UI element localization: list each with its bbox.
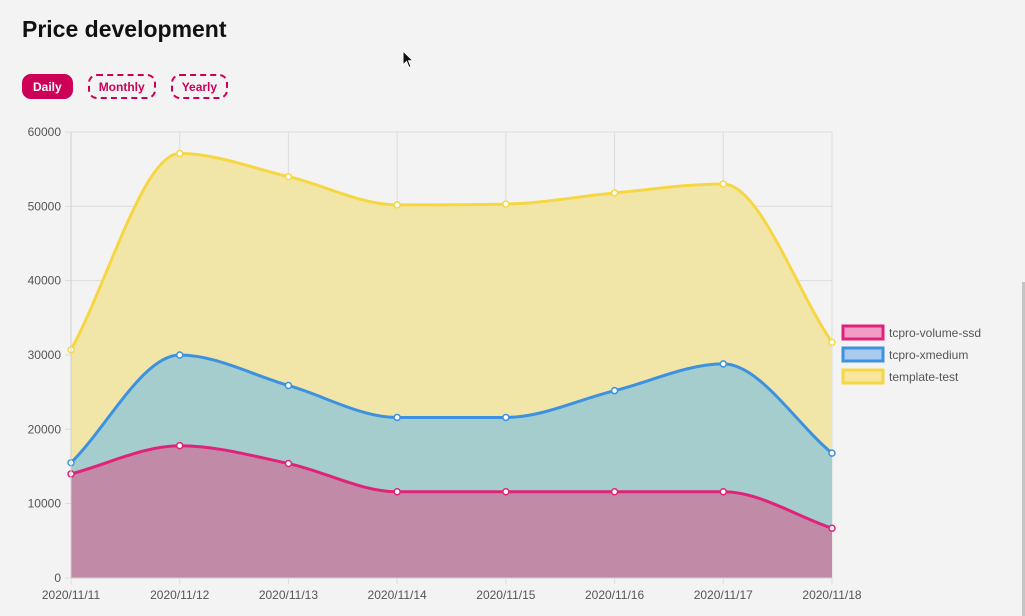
legend-swatch-tcpro-volume-ssd [841,324,885,341]
daily-button[interactable]: Daily [22,74,73,99]
y-tick-label: 0 [54,571,61,585]
mouse-cursor-icon [402,50,415,69]
y-tick-label: 60000 [28,125,62,139]
data-point-template-test [502,200,510,208]
data-point-template-test [393,201,401,209]
legend-label: tcpro-volume-ssd [889,326,981,340]
data-point-tcpro-xmedium [719,360,728,368]
data-point-tcpro-volume-ssd [284,459,293,468]
x-tick-label: 2020/11/12 [150,588,209,602]
data-point-tcpro-xmedium [610,386,619,395]
series-line-tcpro-volume-ssd [70,444,833,530]
x-tick-label: 2020/11/11 [42,588,101,602]
data-point-template-test [828,338,836,347]
data-point-tcpro-xmedium [828,449,836,457]
data-point-template-test [719,180,728,188]
data-point-tcpro-volume-ssd [828,524,836,532]
legend-swatch-template-test [841,368,885,385]
data-point-tcpro-xmedium [393,413,401,422]
data-point-tcpro-volume-ssd [502,488,510,496]
legend-swatch-tcpro-xmedium [841,346,885,363]
x-tick-label: 2020/11/13 [259,588,318,602]
data-point-template-test [175,149,184,158]
y-tick-label: 50000 [28,199,62,213]
monthly-button[interactable]: Monthly [87,74,156,99]
legend-label: template-test [889,370,959,384]
page-title: Price development [22,16,227,42]
data-point-tcpro-xmedium [175,351,184,359]
data-point-tcpro-xmedium [502,413,510,422]
y-tick-label: 10000 [28,497,62,511]
area-fill-tcpro-volume-ssd [71,445,832,578]
data-point-tcpro-volume-ssd [175,441,184,450]
data-point-template-test [284,172,293,181]
data-point-tcpro-volume-ssd [393,488,401,496]
data-point-template-test [610,189,619,197]
data-point-tcpro-volume-ssd [719,488,728,496]
period-selector: Daily Monthly Yearly [22,74,229,99]
y-tick-label: 40000 [28,274,62,288]
x-tick-label: 2020/11/15 [476,588,535,602]
data-point-tcpro-volume-ssd [610,488,619,496]
data-point-tcpro-xmedium [284,381,293,390]
yearly-button[interactable]: Yearly [170,74,229,99]
legend-label: tcpro-xmedium [889,348,968,362]
x-tick-label: 2020/11/16 [585,588,644,602]
y-tick-label: 30000 [28,348,62,362]
x-tick-label: 2020/11/14 [368,588,427,602]
x-tick-label: 2020/11/17 [694,588,753,602]
scrollbar[interactable] [1022,282,1025,616]
x-tick-label: 2020/11/18 [802,588,861,602]
y-tick-label: 20000 [28,422,62,436]
